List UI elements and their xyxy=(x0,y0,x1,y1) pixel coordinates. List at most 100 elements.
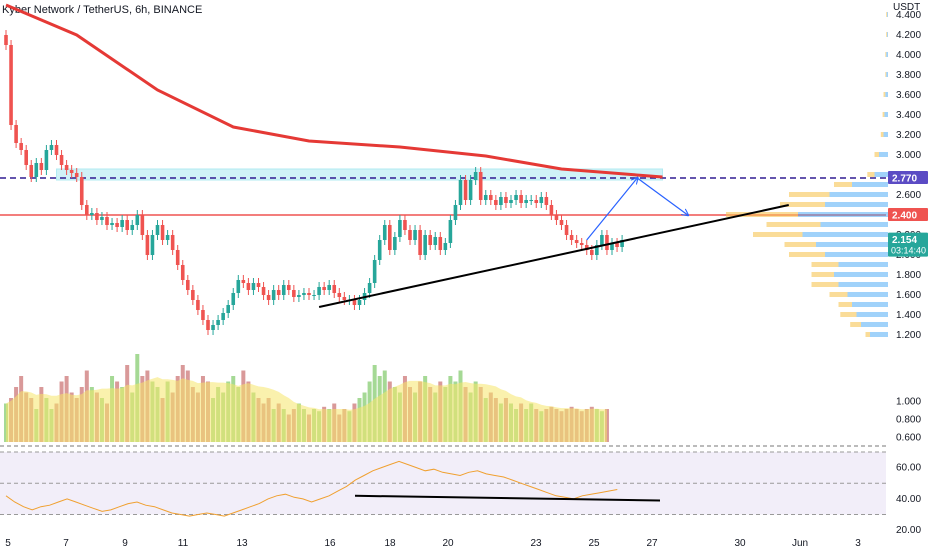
candle xyxy=(494,200,498,205)
candle xyxy=(382,225,387,240)
candle xyxy=(342,297,347,300)
candle xyxy=(554,215,559,220)
candle xyxy=(170,235,175,250)
candle xyxy=(79,177,84,205)
candle xyxy=(610,243,614,250)
volume-profile-bar-down xyxy=(838,302,852,307)
chart-title: Kyber Network / TetherUS, 6h, BINANCE xyxy=(2,4,203,16)
axis-currency-label: USDT xyxy=(893,2,920,13)
candle xyxy=(4,35,8,45)
price-tick-label: 3.800 xyxy=(896,70,921,81)
candle xyxy=(489,195,493,200)
volume-profile-bar-down xyxy=(726,212,798,217)
price-tick-label: 4.000 xyxy=(896,50,921,61)
price-tick-label: 3.200 xyxy=(896,130,921,141)
rsi-line xyxy=(5,460,618,517)
volume-profile-bar-down xyxy=(885,72,887,77)
main-price-chart[interactable] xyxy=(0,3,888,337)
volume-profile-bar-down xyxy=(811,272,834,277)
candle xyxy=(236,280,241,293)
candle xyxy=(221,313,225,320)
candle xyxy=(564,225,569,235)
last-price-tag-countdown: 03:14:40 xyxy=(891,246,926,256)
candle xyxy=(478,172,483,200)
candle xyxy=(302,293,306,295)
candle xyxy=(292,290,296,297)
time-tick-label: 23 xyxy=(530,538,542,549)
candle xyxy=(266,295,271,300)
candle xyxy=(64,165,69,170)
candle xyxy=(211,325,215,330)
candle xyxy=(29,165,34,177)
candle xyxy=(49,145,54,150)
volume-profile-bar-down xyxy=(886,32,888,37)
volume-profile-bar-down xyxy=(834,182,852,187)
candle xyxy=(377,240,382,260)
candle xyxy=(100,217,104,220)
volume-profile-bar xyxy=(887,32,888,37)
support-price-tag-background xyxy=(888,208,928,221)
volume-tick-label: 0.600 xyxy=(896,433,921,444)
volume-profile-bar-down xyxy=(780,202,825,207)
candle xyxy=(287,285,291,290)
candle xyxy=(499,197,503,205)
candle xyxy=(165,235,170,240)
candle xyxy=(115,223,119,227)
volume-tick-label: 0.800 xyxy=(896,415,921,426)
volume-profile-bar xyxy=(879,152,888,157)
candle xyxy=(529,200,533,201)
volume-profile-bar xyxy=(798,212,888,217)
volume-profile-bar xyxy=(852,302,888,307)
volume-profile-bar-down xyxy=(850,322,861,327)
candle xyxy=(458,180,463,205)
time-tick-label: 9 xyxy=(122,538,128,549)
candle xyxy=(206,320,210,330)
candle xyxy=(615,243,619,247)
last-price-tag: 2.154 xyxy=(892,235,917,246)
candle xyxy=(160,225,165,240)
candle xyxy=(428,235,432,245)
candle xyxy=(246,283,251,290)
time-tick-label: 25 xyxy=(588,538,600,549)
candle xyxy=(155,225,160,235)
candle xyxy=(569,235,574,240)
candle xyxy=(393,237,397,250)
price-tick-label: 1.600 xyxy=(896,290,921,301)
volume-profile-bar-down xyxy=(874,152,879,157)
candle xyxy=(423,235,427,255)
candle xyxy=(140,215,145,235)
candle xyxy=(448,220,453,243)
volume-profile-bar-down xyxy=(789,192,830,197)
volume-profile-bar-down xyxy=(784,242,816,247)
volume-profile-bar xyxy=(838,262,888,267)
volume-profile-bar xyxy=(887,12,888,17)
candle xyxy=(54,145,59,155)
volume-profile-bar-down xyxy=(753,232,803,237)
candle xyxy=(180,265,185,280)
candle xyxy=(14,125,18,143)
volume-profile-bar-down xyxy=(840,312,857,317)
candle xyxy=(327,285,331,290)
price-tick-label: 3.600 xyxy=(896,90,921,101)
candle xyxy=(408,230,412,240)
candle xyxy=(549,205,554,215)
volume-profile-bar xyxy=(870,332,888,337)
candle xyxy=(39,163,44,170)
candle xyxy=(186,280,190,290)
axes: USDT1.2001.4001.6001.8002.0002.2002.6003… xyxy=(5,0,932,550)
candle xyxy=(463,180,468,200)
volume-profile-bar xyxy=(885,92,888,97)
volume-profile-bar xyxy=(802,232,888,237)
candle xyxy=(85,205,89,215)
candle xyxy=(539,197,544,203)
candle xyxy=(297,295,301,297)
candle xyxy=(337,293,342,297)
candle xyxy=(418,230,422,255)
resistance-price-tag-background xyxy=(888,171,928,184)
candle xyxy=(256,283,261,287)
volume-profile-bar-down xyxy=(789,252,825,257)
candle xyxy=(332,285,337,293)
candle xyxy=(453,205,458,220)
